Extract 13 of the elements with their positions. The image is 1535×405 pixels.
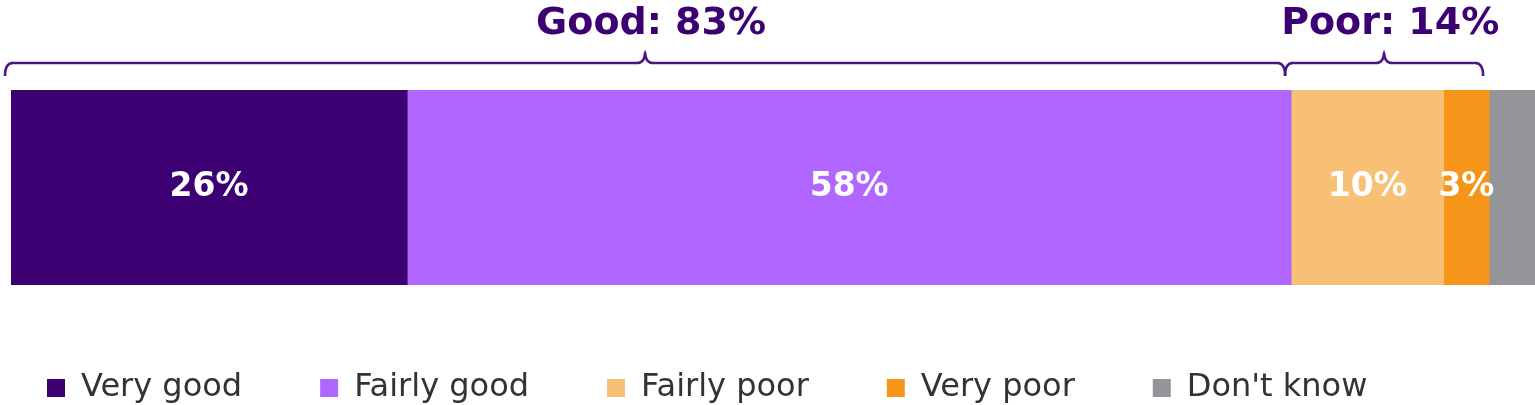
legend-label: Fairly good <box>354 366 530 405</box>
data-label: 26% <box>169 165 249 205</box>
legend-label: Very good <box>81 366 243 405</box>
bar <box>11 90 408 285</box>
bar <box>406 90 1292 285</box>
data-label: 10% <box>1327 165 1407 205</box>
legend-label: Fairly poor <box>641 366 810 405</box>
legend-label: Very poor <box>920 366 1076 405</box>
text: Good: 83% <box>536 0 767 43</box>
text: Poor: 14% <box>1281 0 1500 43</box>
data-label: 58% <box>809 165 889 205</box>
legend-label: Don't know <box>1186 366 1368 405</box>
data-label: 3% <box>1438 165 1495 205</box>
